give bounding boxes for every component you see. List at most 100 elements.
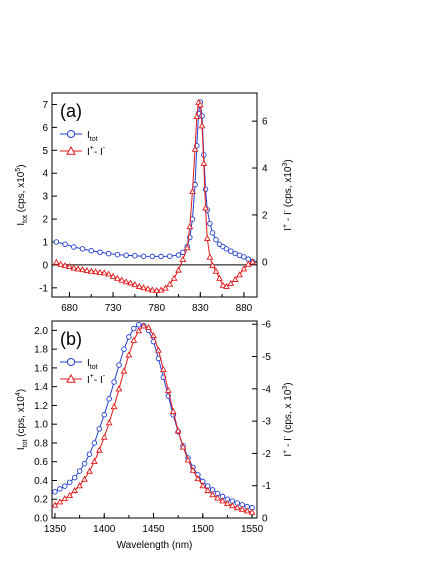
- data-point: [121, 346, 127, 352]
- data-point: [240, 265, 248, 272]
- x-axis-label: Wavelength (nm): [117, 540, 193, 551]
- right-tick-label: 0: [262, 257, 268, 268]
- data-point: [92, 268, 99, 275]
- data-point: [97, 249, 103, 256]
- data-point: [179, 255, 187, 263]
- data-point: [122, 278, 130, 285]
- left-tick-label: 3: [42, 192, 48, 203]
- data-point: [111, 379, 117, 385]
- data-point: [105, 250, 112, 257]
- data-point: [130, 336, 138, 343]
- series-line: [54, 325, 253, 513]
- legend-marker: [67, 130, 75, 138]
- data-point: [223, 282, 230, 289]
- data-point: [169, 407, 177, 414]
- data-point: [52, 488, 58, 495]
- right-tick-label: -2: [262, 449, 271, 460]
- data-point: [106, 396, 112, 402]
- data-point: [209, 261, 216, 268]
- legend-entry: Itot: [87, 130, 98, 143]
- series-i-tot: [53, 99, 256, 265]
- data-point: [174, 427, 182, 434]
- data-point: [105, 419, 113, 426]
- data-point: [61, 495, 69, 502]
- data-point: [132, 252, 138, 259]
- data-point: [167, 253, 173, 259]
- data-point: [150, 332, 157, 339]
- left-tick-label: 6: [42, 123, 48, 134]
- x-tick-label: 1550: [241, 524, 264, 535]
- data-point: [135, 327, 143, 334]
- data-point: [52, 258, 60, 265]
- data-point: [114, 251, 121, 258]
- data-point: [53, 239, 60, 245]
- x-tick-label: 680: [61, 303, 78, 314]
- left-tick-label: 4: [42, 169, 48, 180]
- legend-entry: Itot: [87, 358, 98, 371]
- left-tick-label: 1.8: [34, 345, 48, 356]
- right-axis-label: I+ - I- (cps, x 103): [282, 382, 294, 456]
- series-line: [56, 101, 253, 291]
- data-point: [51, 501, 59, 508]
- data-point: [131, 281, 139, 288]
- left-tick-label: 0.8: [34, 438, 48, 449]
- right-tick-label: -6: [262, 320, 271, 331]
- left-tick-label: -1: [39, 283, 48, 294]
- legend-marker: [66, 145, 76, 155]
- left-tick-label: 0.6: [34, 457, 48, 468]
- data-point: [116, 362, 122, 368]
- legend: Itot I+- I-: [60, 130, 106, 158]
- data-point: [189, 187, 196, 195]
- x-tick-label: 880: [236, 303, 253, 314]
- data-point: [70, 264, 78, 271]
- series-i-plus-minus-i-minus: [52, 98, 257, 293]
- data-point: [71, 487, 79, 494]
- data-point: [57, 260, 65, 267]
- data-point: [186, 223, 194, 230]
- data-point: [86, 451, 93, 457]
- data-point: [216, 274, 223, 281]
- data-point: [125, 351, 133, 358]
- data-point: [120, 367, 128, 374]
- data-point: [209, 230, 216, 236]
- data-point: [81, 475, 88, 482]
- data-point: [109, 272, 117, 279]
- data-point: [212, 267, 220, 274]
- data-point: [233, 504, 241, 511]
- data-point: [62, 483, 68, 489]
- left-axis-label: Itot (cps, x104): [15, 389, 29, 450]
- x-tick-label: 1500: [192, 524, 215, 535]
- panel-b: 1350 1400 1450 1500 1550 0.0 0.2 0.4 0.6 0.8 1.0 1.…: [15, 320, 294, 551]
- x-tick-label: 780: [148, 303, 165, 314]
- right-tick-label: -4: [262, 384, 271, 395]
- data-point: [198, 122, 206, 129]
- data-point: [95, 446, 103, 453]
- data-point: [66, 479, 73, 486]
- legend-entry: I+- I-: [87, 145, 106, 158]
- data-point: [88, 247, 95, 254]
- data-point: [214, 494, 221, 501]
- data-point: [135, 322, 142, 328]
- data-point: [193, 112, 201, 119]
- data-point: [189, 466, 197, 473]
- data-point: [71, 244, 77, 250]
- data-point: [231, 275, 239, 282]
- data-point: [224, 499, 231, 506]
- data-point: [140, 284, 147, 291]
- left-axis-label: Itot (cps, x105): [15, 164, 29, 225]
- data-point: [158, 253, 164, 260]
- left-tick-label: 0.4: [34, 476, 48, 487]
- panel-a: 680 730 780 830 880 -1 0 1 2 3 4 5 6 7 0 2 4 6 Itot (cps, …: [15, 92, 294, 314]
- data-point: [199, 482, 207, 489]
- data-point: [74, 265, 82, 272]
- right-tick-label: -1: [262, 481, 271, 492]
- data-point: [123, 252, 129, 259]
- data-point: [140, 322, 148, 329]
- data-point: [100, 269, 108, 276]
- left-tick-label: 5: [42, 146, 48, 157]
- data-point: [236, 252, 243, 259]
- data-point: [110, 403, 118, 410]
- right-tick-label: -3: [262, 417, 271, 428]
- right-tick-label: 6: [262, 117, 268, 128]
